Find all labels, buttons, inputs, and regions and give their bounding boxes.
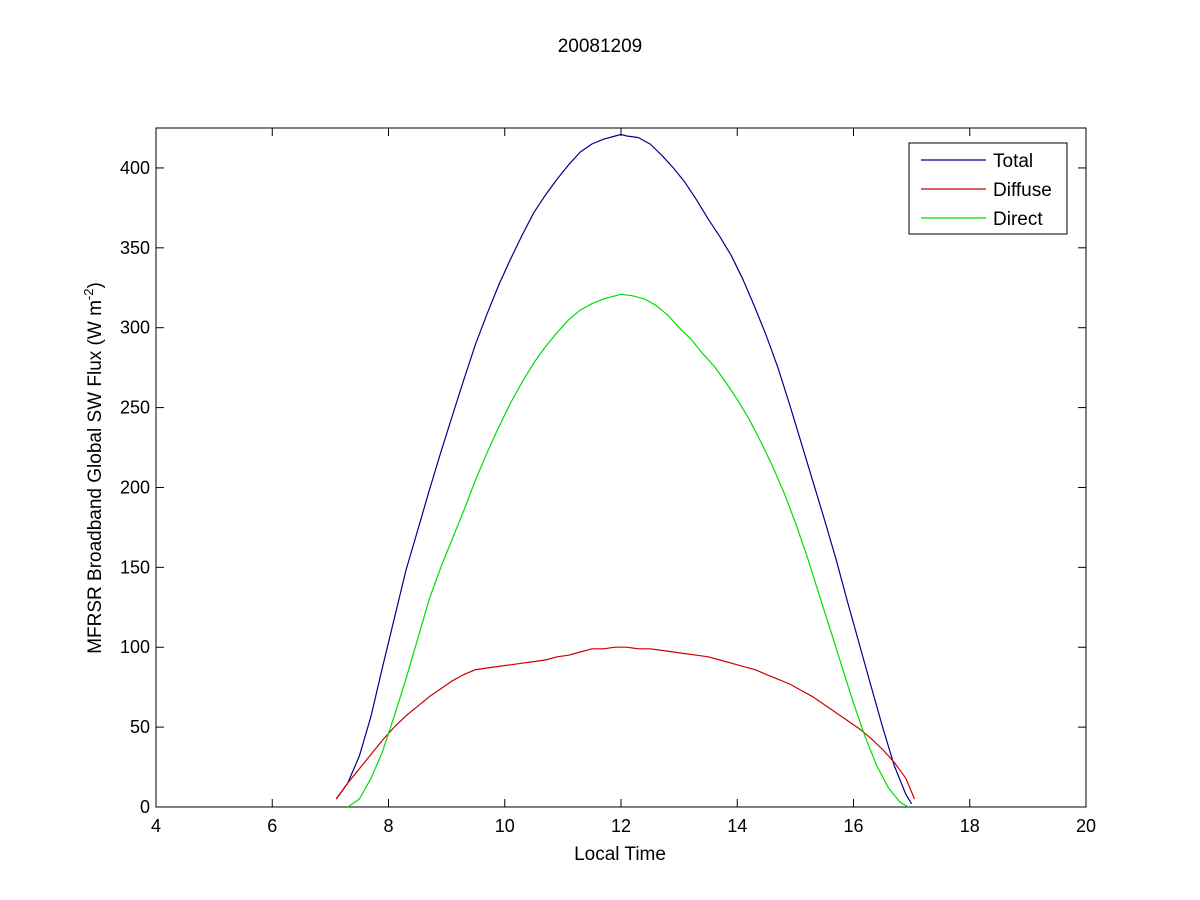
y-tick-label: 350 <box>120 238 150 258</box>
y-axis-label: MFRSR Broadband Global SW Flux (W m-2) <box>81 282 106 654</box>
series-line-total <box>335 133 913 805</box>
y-tick-label: 0 <box>140 797 150 817</box>
y-tick-label: 250 <box>120 398 150 418</box>
x-tick-label: 10 <box>495 816 515 836</box>
legend-label-diffuse: Diffuse <box>993 180 1052 201</box>
series-lines <box>335 133 916 808</box>
x-tick-label: 14 <box>727 816 747 836</box>
x-tick-label: 18 <box>960 816 980 836</box>
chart-title: 20081209 <box>558 36 643 57</box>
x-tick-label: 16 <box>843 816 863 836</box>
series-line-direct <box>347 293 909 808</box>
x-tick-label: 6 <box>267 816 277 836</box>
y-axis-label-superscript: -2 <box>81 289 96 301</box>
x-tick-label: 8 <box>383 816 393 836</box>
y-tick-label: 50 <box>130 717 150 737</box>
x-tick-label: 4 <box>151 816 161 836</box>
y-tick-label: 150 <box>120 557 150 577</box>
y-axis-label-main: MFRSR Broadband Global SW Flux (W m <box>85 300 106 654</box>
legend-label-total: Total <box>993 151 1033 172</box>
y-tick-label: 400 <box>120 158 150 178</box>
x-tick-label: 12 <box>611 816 631 836</box>
y-tick-label: 200 <box>120 477 150 497</box>
series-line-diffuse <box>335 646 916 800</box>
legend: Total Diffuse Direct <box>908 142 1068 235</box>
legend-label-direct: Direct <box>993 209 1043 230</box>
x-tick-label: 20 <box>1076 816 1096 836</box>
y-axis-label-suffix: ) <box>85 282 106 288</box>
y-tick-label: 300 <box>120 318 150 338</box>
x-axis-label: Local Time <box>574 844 666 865</box>
y-tick-label: 100 <box>120 637 150 657</box>
